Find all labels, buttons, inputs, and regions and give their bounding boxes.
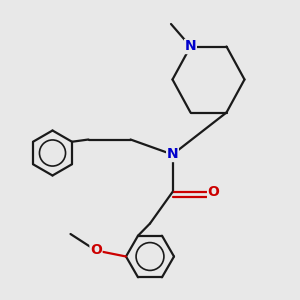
Text: N: N: [167, 148, 178, 161]
Text: O: O: [208, 185, 220, 199]
Text: O: O: [90, 244, 102, 257]
Text: N: N: [185, 40, 196, 53]
